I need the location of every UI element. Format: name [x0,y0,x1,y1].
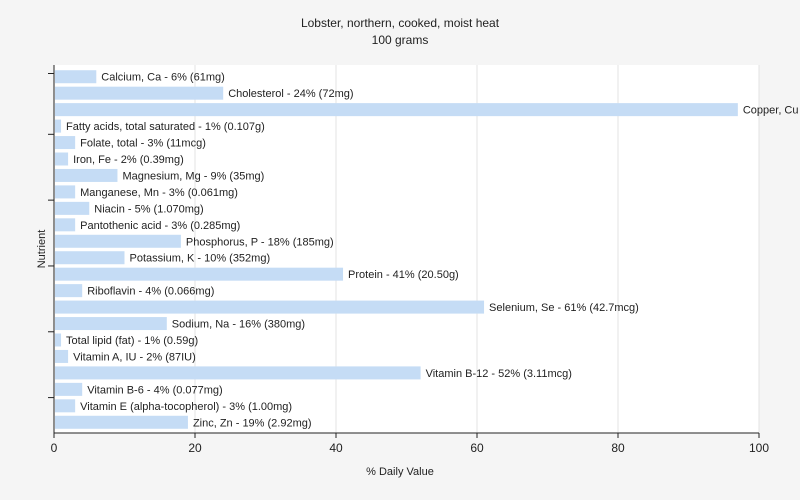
bar-label: Pantothenic acid - 3% (0.285mg) [80,220,240,232]
bar-label: Calcium, Ca - 6% (61mg) [101,72,224,84]
bar-label: Folate, total - 3% (11mcg) [80,138,206,150]
bar [55,234,181,248]
bar [55,284,83,298]
bar [55,119,62,133]
bar-label: Copper, Cu - 97% (1.940mg) [743,105,800,117]
bar-label: Vitamin B-6 - 4% (0.077mg) [87,384,223,396]
bar [55,317,167,331]
x-tick-label: 60 [470,441,484,455]
bar-label: Manganese, Mn - 3% (0.061mg) [80,187,238,199]
x-tick-label: 100 [749,441,769,455]
bar-label: Riboflavin - 4% (0.066mg) [87,286,214,298]
bar-label: Sodium, Na - 16% (380mg) [172,319,305,331]
bar [55,136,76,150]
bar-label: Zinc, Zn - 19% (2.92mg) [193,417,312,429]
bar-label: Potassium, K - 10% (352mg) [130,253,271,265]
bar-label: Protein - 41% (20.50g) [348,269,459,281]
bar-label: Total lipid (fat) - 1% (0.59g) [66,335,198,347]
bar [55,86,224,100]
bar-label: Vitamin A, IU - 2% (87IU) [73,351,196,363]
x-axis-label: % Daily Value [366,466,434,478]
bar [55,300,485,314]
y-axis-label: Nutrient [36,229,48,269]
bar-label: Fatty acids, total saturated - 1% (0.107… [66,121,265,133]
bar [55,366,421,380]
x-tick-label: 40 [329,441,343,455]
bar [55,152,69,166]
chart-subtitle: 100 grams [371,33,429,47]
bar [55,251,125,265]
bar-label: Magnesium, Mg - 9% (35mg) [122,170,264,182]
bar [55,70,97,84]
bar [55,267,344,281]
bar [55,349,69,363]
x-tick-label: 80 [611,441,625,455]
bar [55,185,76,199]
bar [55,201,90,215]
bar-label: Iron, Fe - 2% (0.39mg) [73,154,184,166]
x-tick-label: 0 [51,441,58,455]
bar-label: Vitamin E (alpha-tocopherol) - 3% (1.00m… [80,401,292,413]
bar [55,218,76,232]
bar [55,415,188,429]
bar-label: Phosphorus, P - 18% (185mg) [186,236,334,248]
x-tick-label: 20 [188,441,202,455]
bar-label: Niacin - 5% (1.070mg) [94,203,203,215]
chart-title: Lobster, northern, cooked, moist heat [300,16,500,30]
bar-label: Vitamin B-12 - 52% (3.11mcg) [426,368,572,380]
bar [55,333,62,347]
bar-label: Selenium, Se - 61% (42.7mcg) [489,302,639,314]
bar [55,168,118,182]
bar [55,382,83,396]
bar-label: Cholesterol - 24% (72mg) [228,88,353,100]
bar [55,399,76,413]
bar [55,103,738,117]
